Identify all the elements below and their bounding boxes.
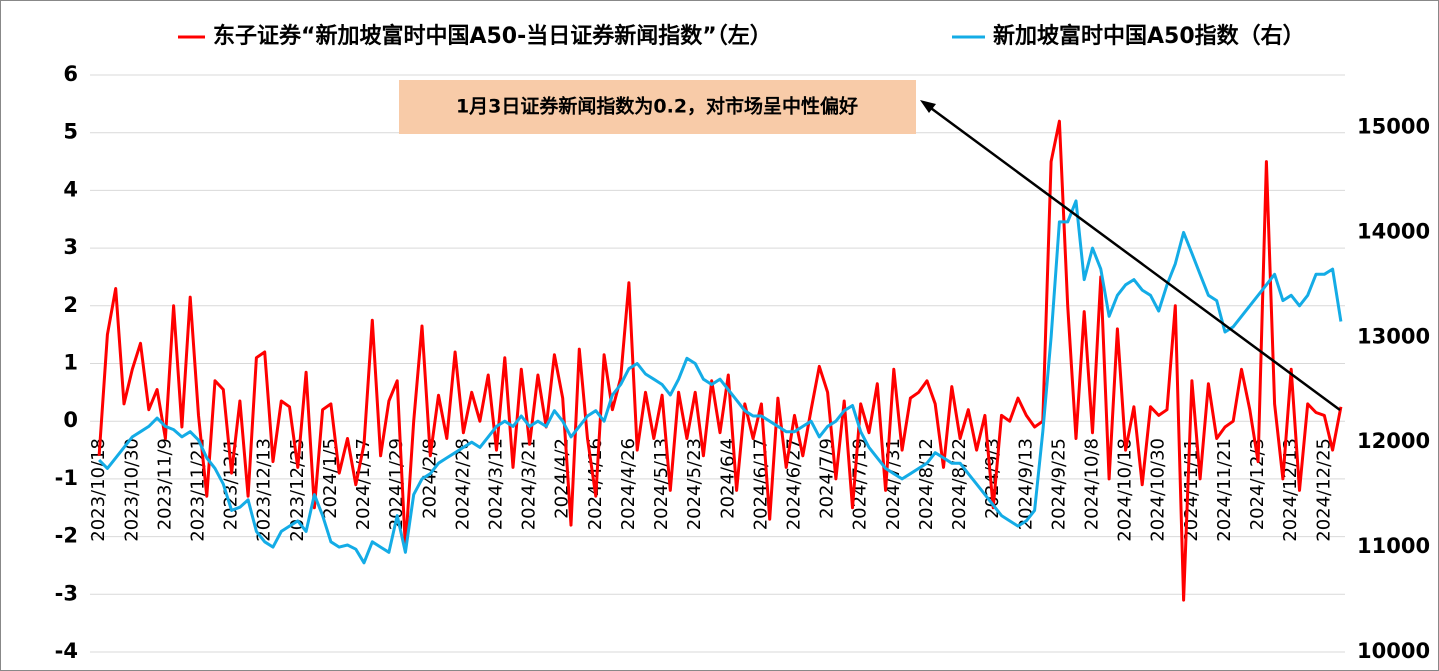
x-tick-label: 2024/10/8 — [1082, 438, 1103, 530]
x-tick-label: 2024/8/22 — [949, 438, 970, 530]
legend-label: 新加坡富时中国A50指数（右） — [993, 23, 1305, 49]
y-tick-label: 6 — [63, 62, 78, 86]
x-tick-label: 2023/10/30 — [121, 438, 142, 542]
y-tick-label: 4 — [63, 177, 78, 201]
x-tick-label: 2024/3/11 — [485, 438, 506, 530]
x-tick-label: 2024/4/26 — [618, 438, 639, 530]
y2-tick-label: 13000 — [1357, 324, 1430, 348]
y-tick-label: -1 — [55, 466, 78, 490]
x-tick-label: 2023/11/9 — [154, 438, 175, 530]
series-line — [98, 199, 1343, 565]
y2-tick-label: 14000 — [1357, 219, 1430, 243]
legend-label: 东子证券“新加坡富时中国A50-当日证券新闻指数”（左） — [213, 23, 772, 49]
annotation: 1月3日证券新闻指数为0.2，对市场呈中性偏好 — [456, 95, 858, 118]
y-tick-label: -2 — [55, 524, 78, 548]
y-tick-label: 2 — [63, 293, 78, 317]
x-tick-label: 2024/2/8 — [419, 438, 440, 519]
x-tick-label: 2024/6/27 — [784, 438, 805, 530]
y-tick-label: 0 — [63, 408, 78, 432]
x-tick-label: 2024/11/21 — [1214, 438, 1235, 542]
x-tick-label: 2024/10/18 — [1115, 438, 1136, 542]
x-tick-label: 2023/12/25 — [287, 438, 308, 542]
y2-tick-label: 12000 — [1357, 429, 1430, 453]
x-tick-label: 2024/5/23 — [684, 438, 705, 530]
x-tick-label: 2024/10/30 — [1148, 438, 1169, 542]
x-tick-label: 2023/12/13 — [254, 438, 275, 542]
y2-tick-label: 11000 — [1357, 534, 1430, 558]
y-tick-label: 1 — [63, 351, 78, 375]
y-tick-label: -4 — [55, 639, 78, 663]
x-tick-label: 2024/2/28 — [452, 438, 473, 530]
annotation-box — [399, 80, 916, 134]
y2-tick-label: 10000 — [1357, 639, 1430, 663]
x-tick-label: 2024/12/3 — [1247, 438, 1268, 530]
plot: -4 -3 -2 -1 0 1 2 3 4 5 6 10000 11000 12000 13000 14000… — [55, 62, 1430, 663]
x-tick-label: 2024/9/13 — [1015, 438, 1036, 530]
series-line — [97, 119, 1343, 602]
annotation-arrow — [923, 101, 1341, 412]
x-tick-label: 2024/12/25 — [1313, 438, 1334, 542]
x-tick-label: 2024/1/5 — [320, 438, 341, 519]
y-tick-label: -3 — [55, 581, 78, 605]
x-tick-label: 2024/3/21 — [519, 438, 540, 530]
x-tick-label: 2024/9/25 — [1048, 438, 1069, 530]
x-tick-label: 2024/1/17 — [353, 438, 374, 530]
y-tick-label: 3 — [63, 235, 78, 259]
x-tick-label: 2024/8/12 — [916, 438, 937, 530]
y-tick-label: 5 — [63, 120, 78, 144]
arrow-head — [920, 100, 936, 113]
x-tick-label: 2024/7/9 — [817, 438, 838, 519]
y2-tick-label: 15000 — [1357, 114, 1430, 138]
